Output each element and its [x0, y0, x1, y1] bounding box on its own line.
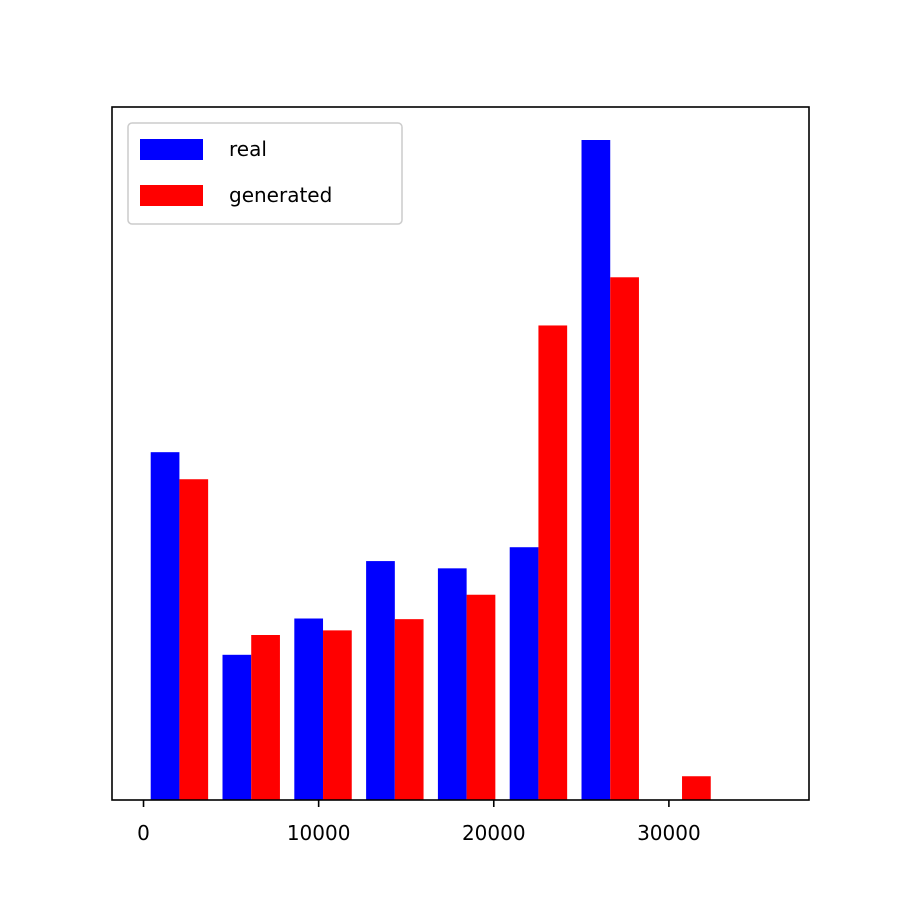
bar-generated-bin-2 [323, 630, 352, 800]
bar-real-bin-6 [581, 140, 611, 800]
x-tick-label-3: 30000 [637, 821, 701, 845]
plot-frame [111, 106, 810, 801]
legend-label-real: real [229, 137, 267, 161]
x-tick-label-2: 20000 [462, 821, 526, 845]
bar-real-bin-5 [509, 547, 539, 800]
bar-generated-bin-0 [179, 479, 209, 800]
bar-generated-bin-3 [394, 619, 424, 800]
x-tick-label-0: 0 [137, 821, 150, 845]
bar-generated-bin-7 [682, 776, 711, 800]
bars-layer [150, 140, 711, 800]
bar-real-bin-0 [150, 452, 180, 800]
bar-real-bin-2 [294, 618, 324, 800]
legend-swatch-generated [140, 185, 203, 206]
bar-generated-bin-6 [610, 277, 639, 800]
bar-real-bin-4 [437, 568, 467, 800]
bar-generated-bin-4 [466, 594, 496, 800]
bar-real-bin-1 [222, 654, 252, 800]
bar-generated-bin-1 [251, 635, 280, 800]
legend-swatch-real [140, 139, 203, 160]
bar-real-bin-3 [366, 561, 395, 800]
legend: real generated [127, 122, 403, 225]
legend-label-generated: generated [229, 183, 332, 207]
bar-generated-bin-5 [538, 325, 568, 800]
x-axis-ticks: 0 10000 20000 30000 [137, 800, 701, 845]
x-tick-label-1: 10000 [287, 821, 351, 845]
